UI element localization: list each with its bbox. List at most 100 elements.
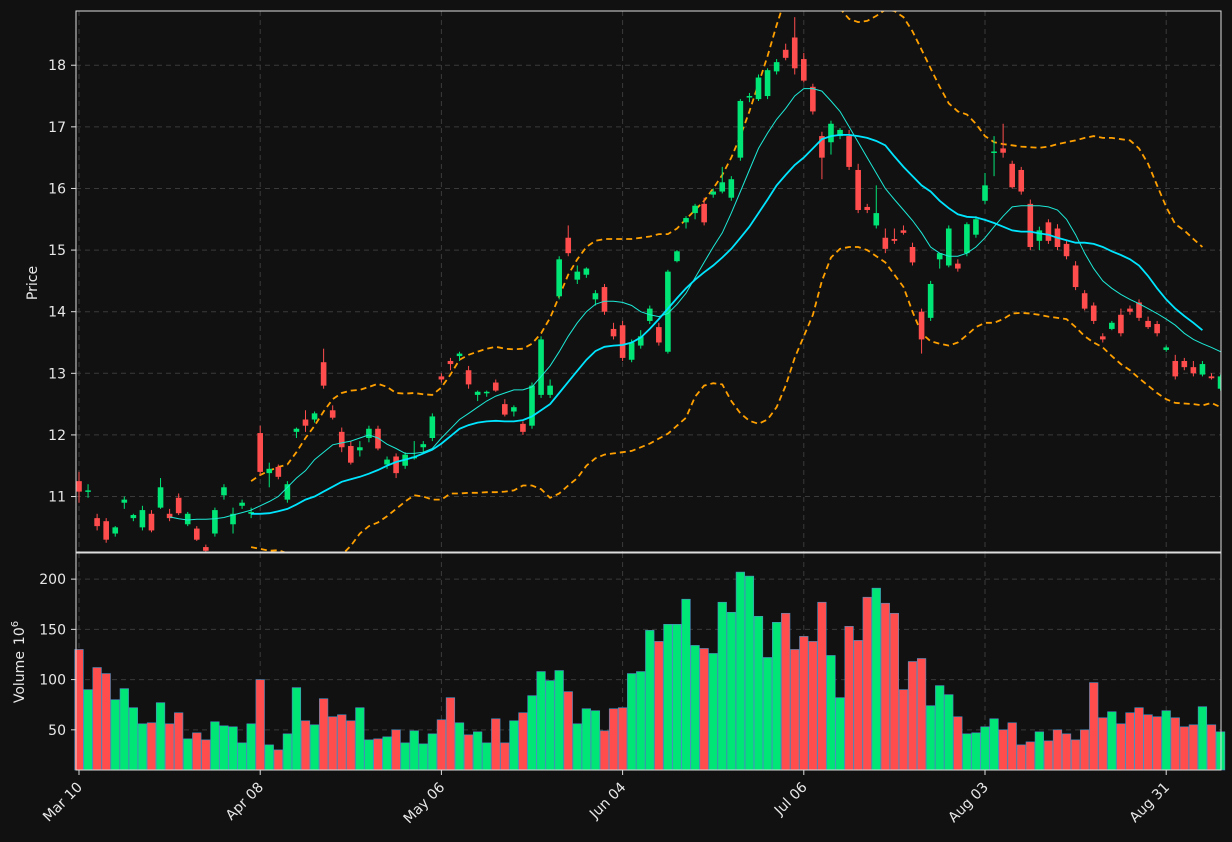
volume-bar <box>328 716 338 771</box>
volume-bar <box>536 671 546 771</box>
volume-bar <box>527 695 537 771</box>
volume-bar <box>1043 740 1054 771</box>
volume-bar <box>101 673 111 771</box>
candle-up <box>456 353 463 357</box>
volume-bar <box>880 602 890 771</box>
volume-bar <box>672 624 682 771</box>
volume-bar <box>608 708 619 771</box>
candle-down <box>329 410 336 418</box>
volume-bar <box>862 596 872 771</box>
volume-tick-label: 50 <box>48 723 66 739</box>
candle-up <box>511 407 517 412</box>
volume-bar <box>1052 729 1063 771</box>
candle-up <box>773 62 780 72</box>
price-tick-label: 17 <box>48 120 66 136</box>
candle-up <box>692 205 698 214</box>
volume-bar <box>554 670 564 771</box>
volume-bar <box>998 729 1008 771</box>
candle-up <box>284 484 291 500</box>
candle-up <box>583 268 590 275</box>
volume-bar <box>210 721 220 771</box>
price-tick-label: 16 <box>48 181 66 197</box>
price-panel-frame <box>75 10 1222 553</box>
volume-bar <box>1125 712 1135 771</box>
volume-bar <box>907 661 918 771</box>
volume-bar <box>300 720 311 771</box>
volume-bar <box>1034 731 1044 771</box>
candle-up <box>628 342 635 360</box>
volume-bar <box>1170 717 1180 771</box>
candle-up <box>230 513 236 525</box>
volume-bar <box>382 736 392 771</box>
candle-down <box>492 382 499 391</box>
volume-axis-label-power: 6 <box>10 621 21 627</box>
candle-up <box>683 218 689 223</box>
volume-bar <box>201 739 211 771</box>
candle-down <box>864 206 871 211</box>
candle-up <box>574 271 581 280</box>
candle-down <box>1154 324 1160 334</box>
candle-up <box>1109 322 1115 329</box>
volume-axis-ticks: 50 100 150 200 <box>39 572 76 739</box>
volume-bar <box>799 636 809 771</box>
candle-up <box>357 447 363 451</box>
candle-down <box>801 59 807 81</box>
volume-bar <box>418 743 428 771</box>
volume-bar <box>255 679 265 771</box>
volume-axis-label-text: Volume <box>12 651 28 703</box>
volume-bar <box>1071 739 1081 771</box>
candle-down <box>619 325 626 358</box>
candle-up <box>121 499 128 503</box>
volume-axis-label: Volume 106 <box>10 621 28 703</box>
candle-down <box>338 431 345 448</box>
candle-up <box>1217 376 1221 389</box>
candle-up <box>927 283 934 318</box>
candle-up <box>139 510 146 528</box>
volume-bar <box>898 689 909 771</box>
volume-bar <box>826 655 836 771</box>
candle-up <box>384 459 390 465</box>
volume-bar <box>146 722 157 771</box>
volume-bar <box>1179 726 1189 771</box>
price-tick-label: 14 <box>48 305 66 321</box>
volume-bar <box>137 723 148 771</box>
volume-bar <box>110 699 120 771</box>
candle-up <box>936 253 943 260</box>
volume-bar <box>726 611 736 771</box>
candle-up <box>248 511 254 514</box>
volume-bar <box>473 731 483 771</box>
volume-bar <box>599 730 610 771</box>
volume-bar <box>291 687 302 771</box>
candle-up <box>828 123 834 143</box>
volume-bar <box>735 571 745 771</box>
candle-up <box>737 100 744 158</box>
volume-bar <box>1107 711 1117 771</box>
candle-up <box>1163 347 1169 350</box>
volume-bar <box>654 641 664 771</box>
candle-down <box>348 446 354 463</box>
candle-up <box>85 490 91 492</box>
volume-bar <box>1080 729 1090 771</box>
volume-bar <box>989 718 999 771</box>
candle-up <box>538 339 544 395</box>
volume-bar <box>617 707 628 771</box>
volume-bar <box>192 732 202 771</box>
candle-down <box>610 328 617 337</box>
candle-up <box>973 219 979 235</box>
candle-down <box>375 428 381 449</box>
candle-down <box>76 481 82 492</box>
volume-bar <box>1007 722 1017 771</box>
volume-bar <box>500 742 510 771</box>
volume-bar <box>400 742 410 771</box>
bollinger-upper-line <box>250 11 1203 482</box>
candle-down <box>438 376 445 380</box>
volume-bar <box>953 716 963 771</box>
volume-bar <box>364 739 374 771</box>
ma-fast-line <box>169 88 1221 521</box>
volume-bar <box>871 587 881 771</box>
volume-bar <box>282 733 292 771</box>
volume-bar <box>835 697 845 771</box>
candle-down <box>1172 360 1179 377</box>
